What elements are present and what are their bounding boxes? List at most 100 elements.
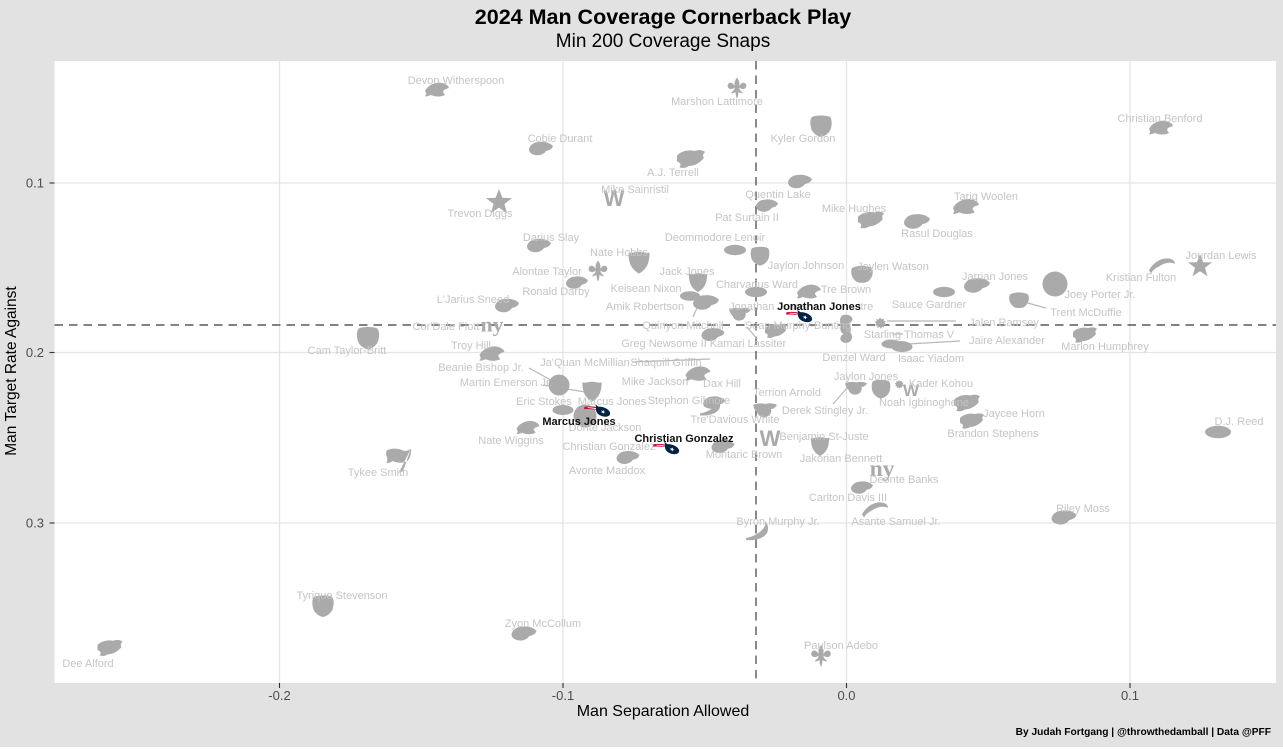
svg-text:Terrion Arnold: Terrion Arnold [753,387,821,399]
svg-text:Jourdan Lewis: Jourdan Lewis [1186,250,1257,262]
svg-text:Deommodore Lenoir: Deommodore Lenoir [665,232,766,244]
svg-text:Cor'Dale Flott: Cor'Dale Flott [413,321,480,333]
svg-text:Jakorian Bennett: Jakorian Bennett [800,453,883,465]
svg-text:Rasul Douglas: Rasul Douglas [901,228,973,240]
svg-text:Charvarius Ward: Charvarius Ward [716,279,798,291]
svg-text:Tre'Davious White: Tre'Davious White [690,414,779,426]
svg-text:Tykee Smith: Tykee Smith [348,467,409,479]
svg-text:Riley Moss: Riley Moss [1056,503,1110,515]
svg-text:Tre Brown: Tre Brown [821,284,871,296]
svg-text:itre: itre [858,301,873,313]
svg-text:Beanie Bishop Jr.: Beanie Bishop Jr. [438,362,524,374]
svg-text:ny: ny [870,456,895,482]
svg-text:Devon Witherspoon: Devon Witherspoon [408,75,505,87]
svg-text:Ronald Darby: Ronald Darby [522,286,590,298]
svg-text:Jaylon Johnson: Jaylon Johnson [768,260,844,272]
svg-text:Jarrian Jones: Jarrian Jones [962,271,1029,283]
svg-text:Shaquill Griffin: Shaquill Griffin [630,357,701,369]
svg-text:Christian Benford: Christian Benford [1118,113,1203,125]
svg-text:Cam Taylor-Britt: Cam Taylor-Britt [308,345,387,357]
svg-text:Jaylon Jones: Jaylon Jones [834,371,899,383]
svg-text:-0.2: -0.2 [268,688,290,703]
svg-text:Kader Kohou: Kader Kohou [909,378,973,390]
svg-text:Mike Hughes: Mike Hughes [822,203,887,215]
svg-text:Trevon Diggs: Trevon Diggs [447,208,513,220]
svg-text:Derek Stingley Jr.: Derek Stingley Jr. [782,405,868,417]
svg-text:Martin Emerson Jr.: Martin Emerson Jr. [460,377,552,389]
svg-text:Cobie Durant: Cobie Durant [528,133,593,145]
svg-text:Jack Jones: Jack Jones [659,266,715,278]
svg-text:Stephon Gilmore: Stephon Gilmore [648,395,731,407]
svg-text:Marlon Humphrey: Marlon Humphrey [1061,341,1149,353]
svg-text:Byron Murphy Jr.: Byron Murphy Jr. [736,516,819,528]
svg-text:Alontae Taylor: Alontae Taylor [512,266,582,278]
svg-text:Marcus Jones: Marcus Jones [578,396,647,408]
svg-text:Ja'Quan McMillian: Ja'Quan McMillian [540,357,630,369]
svg-text:Dee Alford: Dee Alford [62,658,113,670]
svg-text:A.J. Terrell: A.J. Terrell [647,167,699,179]
svg-text:Kamari Lassiter: Kamari Lassiter [710,338,787,350]
svg-text:Marcus Jones: Marcus Jones [542,416,615,428]
svg-text:Brandon Stephens: Brandon Stephens [947,428,1039,440]
svg-text:Darius Slay: Darius Slay [523,232,580,244]
svg-text:Quentin Lake: Quentin Lake [745,189,810,201]
svg-text:0.2: 0.2 [26,345,44,360]
svg-text:Trent McDuffie: Trent McDuffie [1050,307,1122,319]
svg-text:ny: ny [481,312,504,336]
svg-text:Donte Jackson: Donte Jackson [569,422,642,434]
svg-text:Sauce Gardner: Sauce Gardner [892,299,967,311]
svg-text:Deonte Banks: Deonte Banks [869,474,939,486]
svg-text:Keisean Nixon: Keisean Nixon [611,283,682,295]
svg-text:Man Separation Allowed: Man Separation Allowed [577,703,750,720]
svg-text:Eric Stokes: Eric Stokes [516,396,572,408]
svg-text:2024 Man Coverage Cornerback P: 2024 Man Coverage Cornerback Play [475,5,851,29]
svg-text:W: W [760,426,781,451]
svg-text:Jalen Ramsey: Jalen Ramsey [969,317,1039,329]
svg-text:Sean Murphy-Bunting: Sean Murphy-Bunting [745,320,851,332]
svg-text:-0.1: -0.1 [552,688,574,703]
svg-text:Avonte Maddox: Avonte Maddox [569,465,646,477]
svg-text:Greg Newsome II: Greg Newsome II [621,338,707,350]
svg-text:Zyon McCollum: Zyon McCollum [505,618,581,630]
svg-text:0.1: 0.1 [26,176,44,191]
svg-text:Christian Gonzalez: Christian Gonzalez [634,433,734,445]
svg-text:0.0: 0.0 [837,688,855,703]
svg-text:Kristian Fulton: Kristian Fulton [1106,272,1176,284]
svg-text:Kyler Gordon: Kyler Gordon [771,133,836,145]
svg-text:0.1: 0.1 [1121,688,1139,703]
svg-text:Quinyon Mitchell: Quinyon Mitchell [642,320,723,332]
svg-text:Tyrique Stevenson: Tyrique Stevenson [296,590,387,602]
svg-text:Jonathan Jones: Jonathan Jones [729,301,807,313]
svg-text:Starling Thomas V: Starling Thomas V [864,329,955,341]
svg-text:Carlton Davis III: Carlton Davis III [809,492,887,504]
svg-text:Isaac Yiadom: Isaac Yiadom [898,353,964,365]
svg-text:Jonathan Jones: Jonathan Jones [777,301,861,313]
svg-text:Mike Jackson: Mike Jackson [622,376,689,388]
svg-text:Christian Gonzalez: Christian Gonzalez [563,441,656,453]
svg-text:Nate Hobbs: Nate Hobbs [590,247,649,259]
svg-text:L'Jarius Sneed: L'Jarius Sneed [437,294,509,306]
svg-text:Montaric Brown: Montaric Brown [706,449,782,461]
svg-text:W: W [604,186,625,211]
svg-text:Man Target Rate Against: Man Target Rate Against [3,286,20,456]
svg-text:Dax Hill: Dax Hill [703,378,741,390]
svg-text:Noah Igbinoghene: Noah Igbinoghene [879,397,969,409]
svg-text:W: W [903,381,920,400]
svg-text:Jaycee Horn: Jaycee Horn [983,408,1045,420]
svg-text:Asante Samuel Jr.: Asante Samuel Jr. [851,516,940,528]
svg-text:Tariq Woolen: Tariq Woolen [954,191,1018,203]
svg-text:Paulson Adebo: Paulson Adebo [804,640,878,652]
svg-text:Jaylen Watson: Jaylen Watson [857,261,929,273]
svg-text:Jaire Alexander: Jaire Alexander [969,335,1045,347]
svg-text:Troy Hill: Troy Hill [451,340,491,352]
svg-text:0.3: 0.3 [26,516,44,531]
svg-text:Joey Porter Jr.: Joey Porter Jr. [1065,289,1136,301]
svg-text:Min 200 Coverage Snaps: Min 200 Coverage Snaps [556,31,770,52]
svg-text:Amik Robertson: Amik Robertson [606,301,684,313]
svg-text:Denzel Ward: Denzel Ward [822,352,885,364]
svg-text:Marshon Lattimore: Marshon Lattimore [671,96,763,108]
svg-text:Benjamin St-Juste: Benjamin St-Juste [779,431,868,443]
svg-text:D.J. Reed: D.J. Reed [1215,416,1264,428]
svg-text:Nate Wiggins: Nate Wiggins [478,435,544,447]
svg-text:By Judah Fortgang | @throwthed: By Judah Fortgang | @throwthedamball | D… [1016,727,1271,738]
